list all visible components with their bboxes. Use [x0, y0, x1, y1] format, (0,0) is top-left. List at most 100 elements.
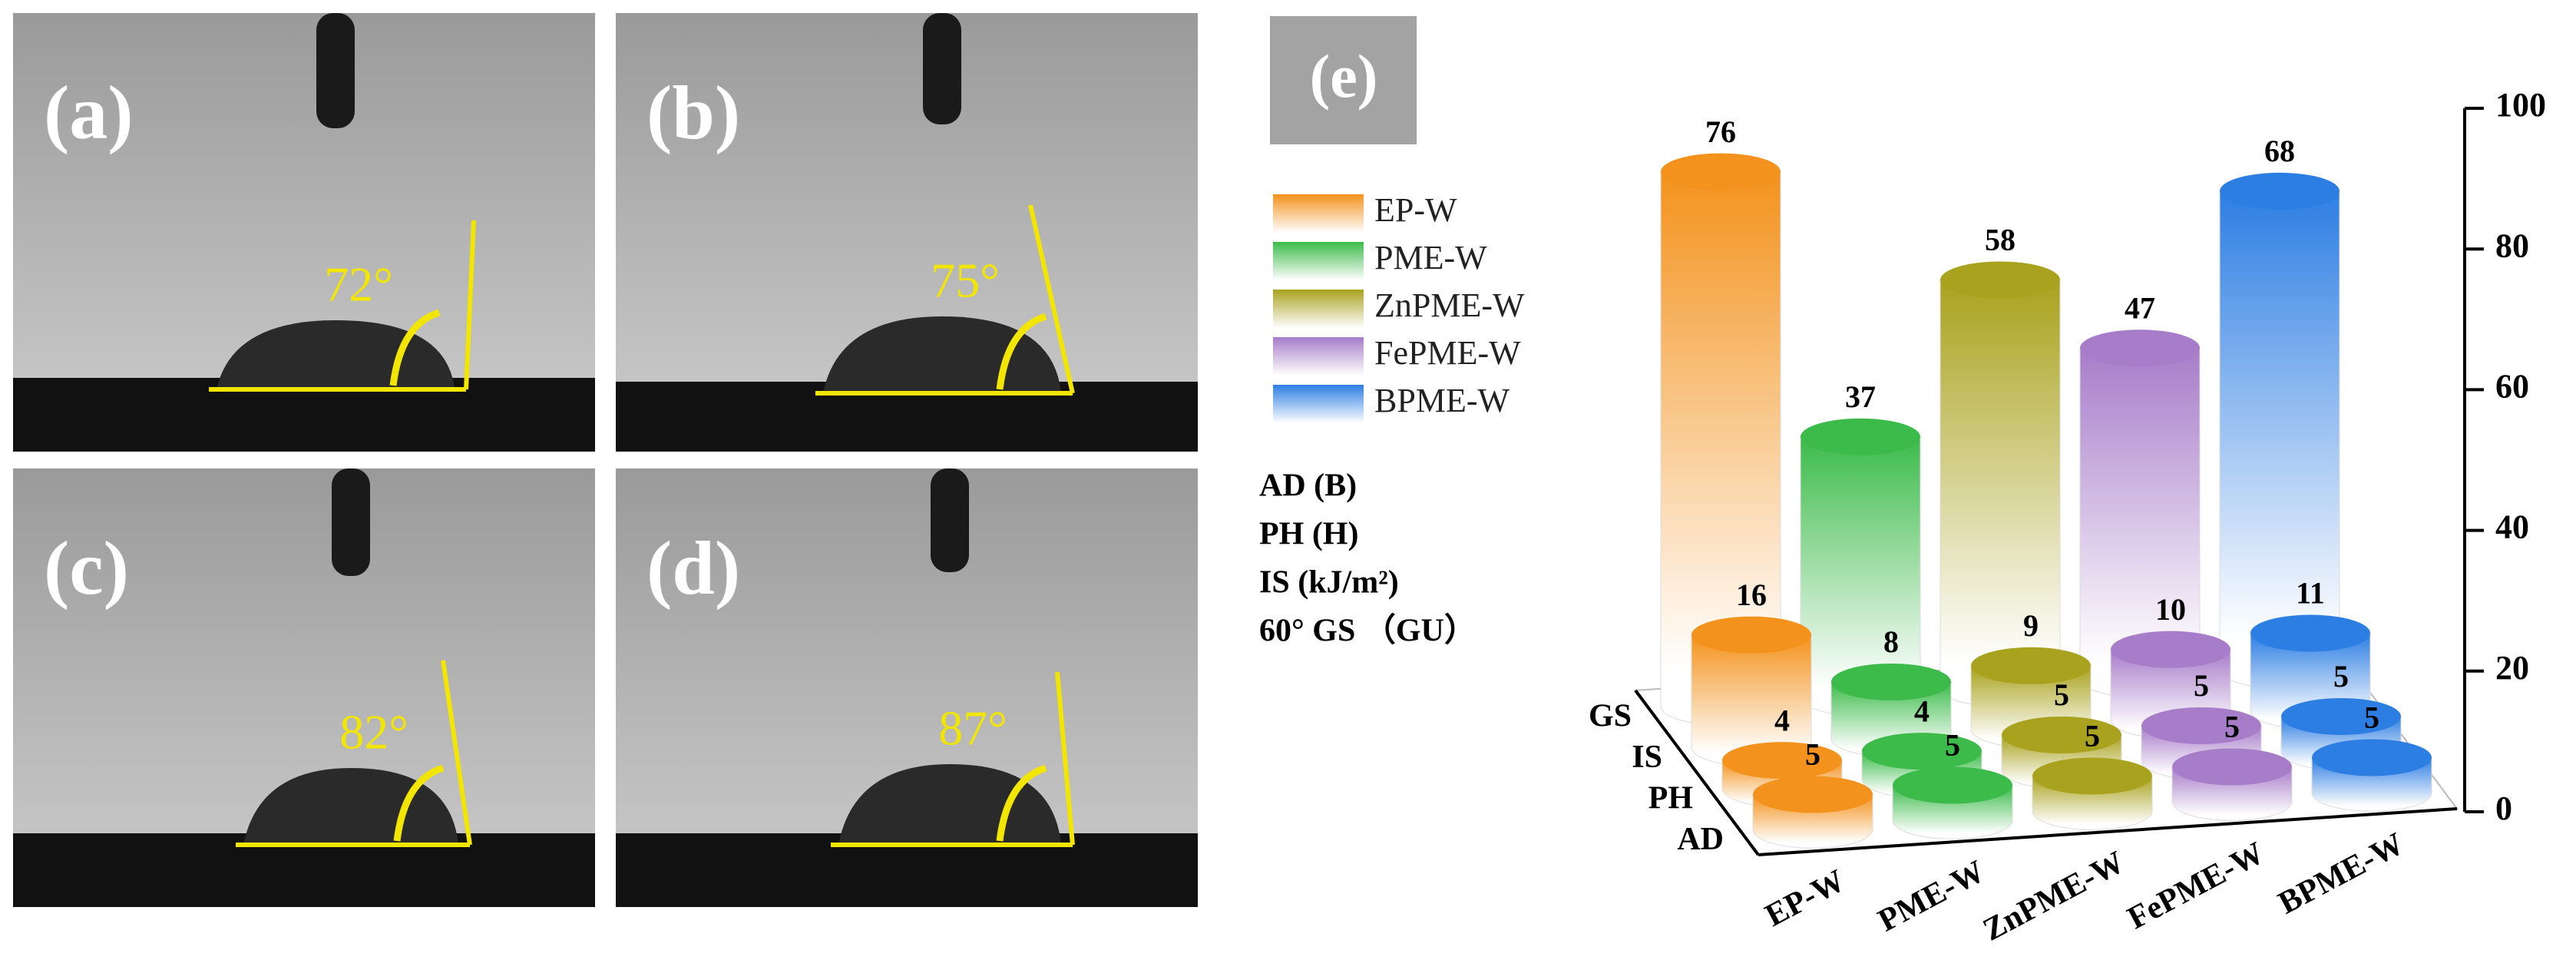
panel-label: (d) — [646, 525, 740, 611]
z-tick-label: 100 — [2495, 86, 2546, 124]
z-tick-label: 0 — [2495, 790, 2512, 827]
data-label: 5 — [2224, 710, 2240, 744]
title-box — [1270, 16, 1417, 144]
photo-panel: 87° (d) — [616, 468, 1198, 907]
cylinder-top — [1862, 733, 1982, 770]
cylinder-top — [2312, 739, 2432, 776]
angle-label: 87° — [938, 701, 1007, 756]
panel-label: (c) — [44, 525, 129, 611]
tangent — [1055, 671, 1075, 846]
angle-label: 82° — [339, 705, 408, 760]
cylinder-top — [2032, 757, 2152, 795]
z-tick-label: 40 — [2495, 508, 2529, 546]
photo-panel: 82° (c) — [13, 468, 595, 907]
cylinder-top — [2111, 631, 2230, 668]
cylinder-top — [2172, 748, 2292, 786]
data-label: 58 — [1985, 223, 2015, 257]
data-label: 5 — [2364, 700, 2379, 735]
angle-label: 75° — [931, 253, 1000, 308]
z-tick-label: 60 — [2495, 367, 2529, 405]
data-label: 5 — [2054, 677, 2069, 712]
droplet — [243, 768, 458, 845]
data-label: 10 — [2155, 592, 2186, 627]
photo-panel: 75° (b) — [616, 13, 1198, 452]
cylinder — [1939, 279, 2061, 707]
cylinder-top — [1831, 663, 1951, 700]
needle — [332, 468, 370, 576]
legend-label: FePME-W — [1374, 334, 1521, 372]
legend-label: ZnPME-W — [1374, 286, 1525, 324]
tangent — [1028, 204, 1075, 394]
legend-swatch — [1273, 337, 1364, 376]
cylinder-top — [2281, 697, 2401, 735]
depth-tick-label: IS — [1632, 740, 1662, 775]
depth-tick-label: AD — [1677, 822, 1724, 857]
legend-swatch — [1273, 385, 1364, 423]
angle-arc — [996, 313, 1047, 390]
cylinder-top — [1722, 742, 1842, 780]
angle-arc — [996, 764, 1047, 842]
data-label: 5 — [2333, 659, 2349, 694]
cylinder-top — [1691, 616, 1811, 654]
legend-label: PME-W — [1374, 239, 1487, 276]
angle-arc — [389, 309, 441, 386]
depth-tick-label: GS — [1589, 698, 1632, 733]
x-tick-label: ZnPME-W — [1977, 845, 2130, 948]
needle — [316, 13, 355, 128]
data-label: 5 — [1945, 728, 1960, 763]
cylinder-top — [1753, 776, 1873, 813]
cylinder-top — [2080, 329, 2200, 367]
cylinder-top — [1971, 647, 2091, 684]
cylinder-top — [1801, 418, 1920, 455]
property-label: IS (kJ/m²) — [1259, 565, 1399, 601]
tangent — [441, 660, 472, 846]
x-tick-label: PME-W — [1873, 854, 1990, 939]
property-label: AD (B) — [1259, 468, 1357, 504]
legend-swatch — [1273, 290, 1364, 328]
cylinder-top — [2141, 707, 2261, 744]
needle — [923, 13, 961, 124]
x-tick-label: EP-W — [1760, 863, 1850, 934]
x-tick-label: BPME-W — [2273, 826, 2409, 922]
panel-label: (a) — [44, 70, 134, 155]
data-label: 68 — [2264, 134, 2295, 168]
z-tick-label: 80 — [2495, 227, 2529, 264]
chart-title: (e) — [1310, 43, 1378, 111]
legend-swatch — [1273, 242, 1364, 280]
cylinder-top — [1940, 261, 2060, 299]
z-tick-label: 20 — [2495, 649, 2529, 687]
data-label: 37 — [1845, 379, 1876, 414]
legend-label: EP-W — [1374, 191, 1457, 229]
data-label: 9 — [2023, 608, 2039, 643]
data-label: 4 — [1914, 694, 1930, 728]
cylinder-top — [1893, 766, 2012, 804]
property-label: PH (H) — [1259, 517, 1358, 552]
data-label: 47 — [2125, 290, 2155, 325]
cylinder — [2219, 190, 2340, 689]
angle-arc — [393, 764, 445, 842]
needle — [931, 468, 969, 572]
depth-axis — [1634, 689, 1760, 856]
cylinder-top — [2220, 172, 2340, 210]
angle-label: 72° — [324, 257, 393, 312]
cylinder-top — [2250, 614, 2370, 652]
x-tick-label: FePME-W — [2122, 836, 2270, 937]
x-axis — [1758, 807, 2458, 856]
photo-panel: 72° (a) — [13, 13, 595, 452]
property-label: 60° GS （GU） — [1259, 613, 1476, 649]
legend-swatch — [1273, 194, 1364, 233]
cylinder-top — [2002, 716, 2121, 753]
data-label: 4 — [1774, 703, 1790, 737]
panel-label: (b) — [646, 70, 740, 155]
data-label: 5 — [1805, 737, 1820, 772]
data-label: 5 — [2194, 668, 2209, 703]
data-label: 8 — [1883, 624, 1899, 659]
tangent — [464, 220, 476, 390]
depth-tick-label: PH — [1648, 780, 1693, 816]
legend-label: BPME-W — [1374, 382, 1510, 419]
cylinder-top — [1661, 153, 1781, 190]
data-label: 11 — [2296, 576, 2325, 611]
data-label: 5 — [2085, 719, 2100, 753]
data-label: 16 — [1736, 578, 1767, 612]
